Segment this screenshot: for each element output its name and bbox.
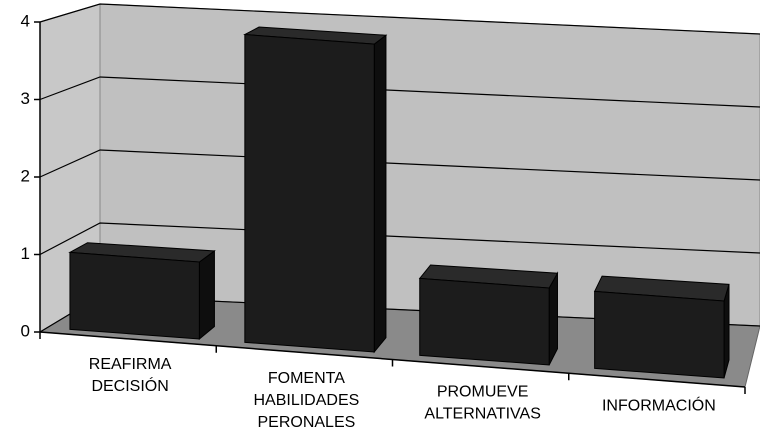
grid-line	[39, 3, 760, 35]
grid-line	[39, 76, 760, 108]
x-tick-label: ALTERNATIVAS	[424, 406, 540, 423]
x-tick-label: PROMUEVE	[437, 384, 529, 401]
grid-line	[39, 222, 760, 256]
y-tick-label: 1	[21, 244, 30, 263]
grid-line	[39, 149, 760, 181]
bar	[419, 277, 550, 366]
bar-side	[373, 34, 387, 354]
y-tick-label: 2	[21, 166, 30, 185]
bar	[244, 33, 375, 353]
bar-side	[198, 249, 215, 341]
bar	[69, 251, 200, 340]
x-tick-label: HABILIDADES	[253, 392, 359, 409]
y-tick-label: 3	[21, 89, 30, 108]
x-tick-label: FOMENTA	[268, 370, 345, 387]
x-tick-label: PERONALES	[257, 414, 355, 431]
bar	[594, 290, 725, 379]
x-tick-label: INFORMACIÓN	[602, 395, 716, 414]
y-tick-label: 0	[21, 321, 30, 340]
y-tick-label: 4	[21, 11, 30, 30]
bar-side	[548, 271, 558, 366]
x-tick-label: DECISIÓN	[91, 376, 168, 395]
x-tick-label: REAFIRMA	[89, 356, 172, 373]
